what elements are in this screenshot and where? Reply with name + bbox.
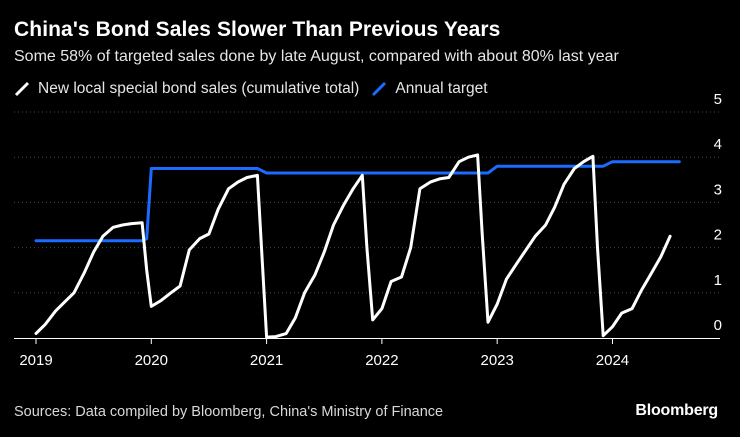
series-line-target: [34, 160, 681, 243]
series-layer: [34, 153, 681, 339]
x-tick-label-2022: 2022: [365, 352, 398, 369]
y-tick-label-1: 1: [714, 272, 722, 289]
legend-label-target: Annual target: [395, 80, 488, 97]
y-tick-label-0: 0: [714, 317, 722, 334]
y-tick-label-5: 5: [714, 91, 722, 108]
chart-subtitle: Some 58% of targeted sales done by late …: [14, 48, 619, 65]
legend-swatch-sales: [14, 81, 30, 97]
legend-item-sales: New local special bond sales (cumulative…: [14, 80, 359, 98]
tick-labels: 0 1 2 3 4 5 2019 2020 2021 2022 2023 2024: [19, 91, 722, 369]
x-tick-label-2021: 2021: [250, 352, 283, 369]
legend-label-sales: New local special bond sales (cumulative…: [38, 80, 360, 97]
legend-item-target: Annual target: [371, 80, 488, 98]
legend: New local special bond sales (cumulative…: [14, 80, 500, 98]
y-tick-label-4: 4: [714, 136, 722, 153]
source-note: Sources: Data compiled by Bloomberg, Chi…: [14, 404, 444, 420]
x-tick-label-2024: 2024: [596, 352, 629, 369]
x-tick-label-2020: 2020: [135, 352, 168, 369]
bloomberg-logo: Bloomberg: [635, 402, 718, 419]
y-tick-label-3: 3: [714, 181, 722, 198]
x-tick-label-2019: 2019: [19, 352, 52, 369]
x-tick-label-2023: 2023: [480, 352, 513, 369]
series-line-sales: [34, 153, 672, 339]
chart-title: China's Bond Sales Slower Than Previous …: [14, 18, 501, 41]
y-tick-label-2: 2: [714, 227, 722, 244]
legend-swatch-target: [371, 81, 387, 97]
axes: [14, 338, 720, 344]
